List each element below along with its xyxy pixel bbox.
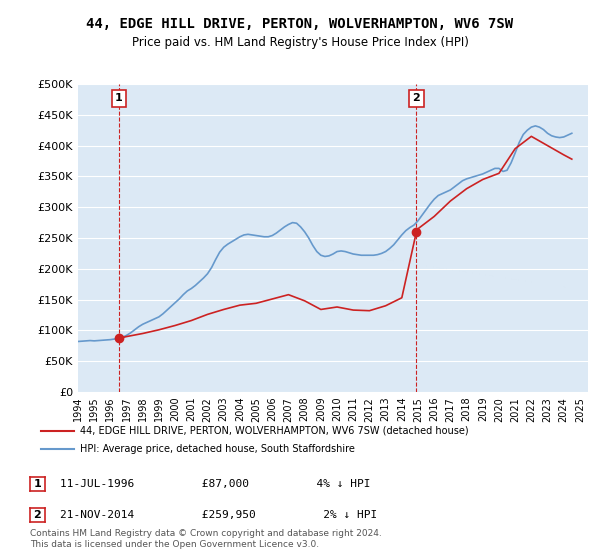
Text: Contains HM Land Registry data © Crown copyright and database right 2024.
This d: Contains HM Land Registry data © Crown c… [30, 529, 382, 549]
Text: 1: 1 [115, 93, 123, 103]
Text: 11-JUL-1996          £87,000          4% ↓ HPI: 11-JUL-1996 £87,000 4% ↓ HPI [60, 479, 371, 489]
Text: 21-NOV-2014          £259,950          2% ↓ HPI: 21-NOV-2014 £259,950 2% ↓ HPI [60, 510, 377, 520]
Text: 2: 2 [413, 93, 420, 103]
Text: 2: 2 [34, 510, 41, 520]
Text: HPI: Average price, detached house, South Staffordshire: HPI: Average price, detached house, Sout… [80, 445, 355, 454]
Text: 44, EDGE HILL DRIVE, PERTON, WOLVERHAMPTON, WV6 7SW (detached house): 44, EDGE HILL DRIVE, PERTON, WOLVERHAMPT… [80, 426, 469, 436]
Text: 44, EDGE HILL DRIVE, PERTON, WOLVERHAMPTON, WV6 7SW: 44, EDGE HILL DRIVE, PERTON, WOLVERHAMPT… [86, 17, 514, 31]
Text: Price paid vs. HM Land Registry's House Price Index (HPI): Price paid vs. HM Land Registry's House … [131, 36, 469, 49]
Text: 1: 1 [34, 479, 41, 489]
